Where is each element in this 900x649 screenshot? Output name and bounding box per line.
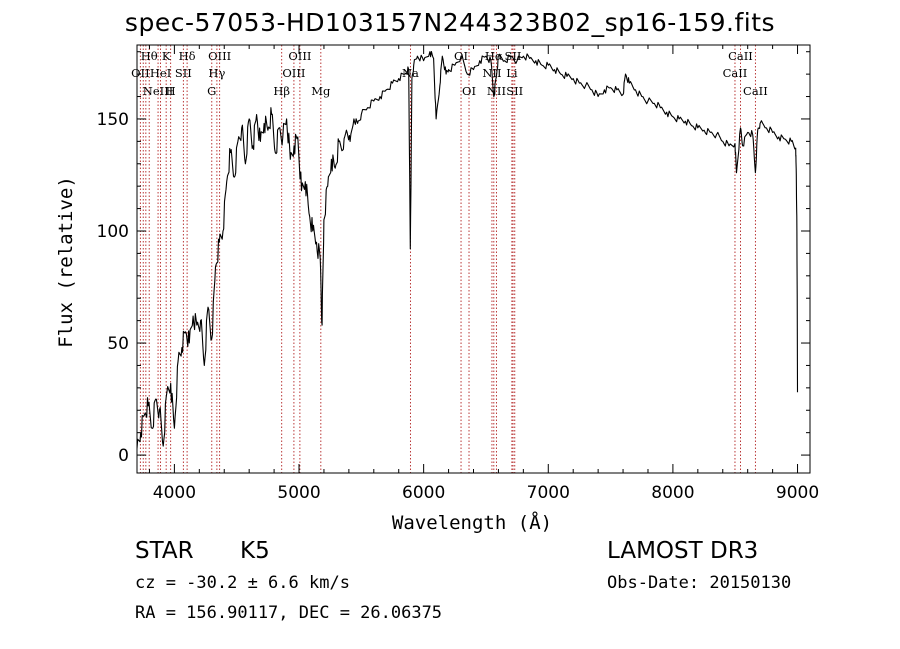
emission-line-label: OIII: [288, 49, 311, 63]
emission-line-label: Hθ: [141, 49, 158, 63]
survey-name: LAMOST DR3: [607, 538, 759, 564]
emission-line-label: NII: [487, 84, 506, 98]
observation-date: Obs-Date: 20150130: [607, 573, 792, 593]
emission-line-label: Hβ: [273, 84, 290, 98]
emission-line-label: HeI: [150, 66, 171, 80]
y-tick-label: 150: [97, 110, 129, 130]
x-tick-label: 7000: [527, 483, 570, 503]
object-subclass: K5: [240, 538, 270, 564]
x-tick-label: 5000: [277, 483, 320, 503]
emission-line-label: CaII: [723, 66, 748, 80]
y-tick-label: 0: [118, 446, 129, 466]
emission-line-label: OIII: [208, 49, 231, 63]
x-tick-label: 4000: [153, 483, 196, 503]
emission-line-label: Hδ: [179, 49, 196, 63]
x-axis-label: Wavelength (Å): [392, 511, 552, 534]
emission-line-label: Hγ: [208, 66, 225, 80]
emission-line-labels: OII Hθ NeIII HeI K H SII Hδ G Hγ OIII Hβ OIII OIII Mg N…: [131, 49, 768, 98]
coordinates: RA = 156.90117, DEC = 26.06375: [135, 603, 443, 623]
emission-line-label: CaII: [743, 84, 768, 98]
flux-series-line: [137, 50, 799, 449]
emission-line-label: NeIII: [143, 84, 174, 98]
emission-line-label: K: [162, 49, 171, 63]
emission-line-label: CaII: [728, 49, 753, 63]
emission-line-label: Li: [506, 66, 518, 80]
emission-line-label: OII: [131, 66, 150, 80]
emission-line-markers: [139, 45, 756, 473]
x-tick-label: 6000: [402, 483, 445, 503]
object-class: STAR: [135, 538, 194, 564]
axis-ticks: 4000 5000 6000 7000 8000 9000 0 50 100 150: [97, 45, 819, 503]
emission-line-label: OI: [462, 84, 476, 98]
emission-line-label: H: [166, 84, 176, 98]
emission-line-label: G: [207, 84, 216, 98]
chart-title: spec-57053-HD103157N244323B02_sp16-159.f…: [124, 8, 776, 37]
y-tick-label: 100: [97, 222, 129, 242]
redshift-value: cz = -30.2 ± 6.6 km/s: [135, 573, 350, 593]
plot-frame: [136, 44, 811, 474]
x-tick-label: 9000: [776, 483, 819, 503]
emission-line-label: SII: [506, 84, 523, 98]
x-tick-label: 8000: [651, 483, 694, 503]
emission-line-label: Na: [402, 66, 419, 80]
emission-line-label: OIII: [282, 66, 305, 80]
emission-line-label: Mg: [311, 84, 331, 98]
emission-line-label: SII: [175, 66, 192, 80]
y-axis-label: Flux (relative): [55, 176, 77, 348]
y-tick-label: 50: [107, 334, 129, 354]
